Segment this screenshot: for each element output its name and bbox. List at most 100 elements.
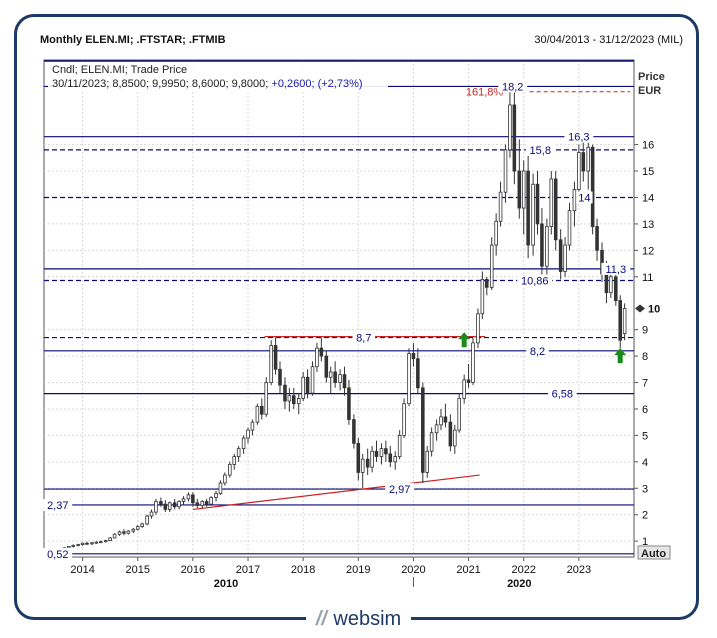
candle-body — [191, 494, 195, 504]
candle-body — [112, 533, 117, 539]
level-label-bg — [43, 498, 73, 511]
level-label: 10,86 — [521, 275, 549, 287]
y-tick-label: 11 — [642, 272, 653, 284]
candle-body — [384, 448, 388, 455]
candle-body — [614, 276, 618, 301]
candle-body — [296, 397, 301, 405]
candle-body — [352, 419, 356, 444]
candle-body — [301, 376, 305, 399]
candle-body — [545, 226, 549, 267]
candle-body — [338, 374, 342, 383]
candle-body — [154, 501, 158, 513]
candle-body — [145, 515, 149, 525]
candle-body — [360, 458, 365, 473]
x-tick-label: 2021 — [456, 564, 480, 576]
level-label: 11,3 — [606, 264, 627, 276]
candle-body — [94, 541, 99, 544]
info-change: +0,2600; (+2,73%) — [271, 78, 362, 90]
level-label-bg — [385, 483, 415, 496]
candle-body — [489, 244, 494, 288]
candle-body — [305, 376, 310, 394]
level-label: 18,2 — [502, 81, 523, 93]
candle-body — [315, 347, 319, 368]
up-arrow-icon — [614, 348, 627, 364]
level-label: 8,2 — [530, 346, 545, 358]
level-label-bg — [601, 262, 631, 275]
candle-body — [67, 546, 71, 549]
candle-body — [204, 501, 209, 505]
level-label-bg — [564, 130, 594, 143]
candle-body — [328, 371, 333, 378]
candle-body — [595, 226, 599, 251]
candle-body — [484, 279, 489, 288]
x-decade-label: 2010 — [214, 578, 238, 590]
currency-axis-label: EUR — [638, 85, 661, 97]
candle-body — [494, 220, 498, 246]
candle-body — [181, 498, 186, 502]
level-label: 8,7 — [356, 333, 371, 345]
candle-body — [347, 387, 351, 420]
candle-body — [374, 450, 379, 457]
y-tick-label: 13 — [642, 219, 654, 231]
x-tick-label: 2022 — [511, 564, 535, 576]
candle-body — [140, 523, 144, 527]
candle-body — [319, 347, 324, 357]
candle-body — [122, 531, 126, 534]
x-tick-label: 2016 — [181, 564, 205, 576]
auto-button[interactable]: Auto — [641, 548, 666, 560]
candle-body — [250, 421, 255, 431]
y-tick-label: 16 — [642, 140, 654, 152]
candle-body — [186, 494, 191, 500]
candle-body — [228, 464, 232, 476]
candle-body — [236, 448, 241, 457]
candle-body — [540, 223, 544, 267]
x-tick-label: 2020 — [401, 564, 425, 576]
candle-body — [283, 384, 287, 402]
candle-body — [246, 429, 250, 439]
candle-body — [163, 503, 168, 510]
candle-body — [443, 416, 448, 423]
candle-body — [241, 437, 246, 450]
candle-body — [577, 152, 581, 190]
y-tick-label: 7 — [642, 378, 648, 390]
candle-body — [416, 358, 420, 389]
level-label: 6,58 — [552, 389, 573, 401]
candle-body — [457, 397, 461, 431]
up-arrow-icon — [458, 332, 471, 348]
candle-body — [99, 541, 103, 544]
candle-body — [342, 374, 347, 389]
candle-body — [260, 405, 264, 415]
level-label-bg — [547, 387, 577, 400]
candle-body — [71, 544, 76, 547]
level-label-bg — [517, 274, 553, 287]
candle-body — [397, 434, 402, 457]
candle-body — [324, 355, 329, 378]
candle-body — [567, 210, 572, 246]
candle-body — [609, 276, 613, 294]
candle-body — [131, 528, 136, 532]
candle-body — [269, 345, 273, 383]
candle-body — [264, 382, 268, 415]
candle-body — [425, 450, 430, 473]
candle-body — [553, 178, 558, 241]
candle-body — [76, 544, 80, 546]
y-tick-label: 6 — [642, 404, 648, 416]
y-tick-label: 14 — [642, 192, 654, 204]
level-label: 15,8 — [530, 145, 551, 157]
candle-body — [421, 387, 425, 473]
candle-body — [508, 104, 512, 151]
y-tick-label: 8 — [642, 351, 648, 363]
candle-body — [503, 149, 508, 193]
info-box-bg — [48, 62, 388, 92]
x-decade-label: 2020 — [507, 578, 531, 590]
y-tick-label: 3 — [642, 483, 648, 495]
info-line-2: 30/11/2023; 8,8500; 9,9950; 8,6000; 9,80… — [52, 78, 363, 90]
candle-body — [388, 453, 393, 463]
level-label-bg — [352, 331, 376, 344]
price-axis-label: Price — [638, 71, 665, 83]
candle-body — [333, 371, 337, 383]
candle-body — [223, 474, 227, 484]
trendline — [192, 474, 480, 511]
candle-body — [159, 501, 163, 505]
